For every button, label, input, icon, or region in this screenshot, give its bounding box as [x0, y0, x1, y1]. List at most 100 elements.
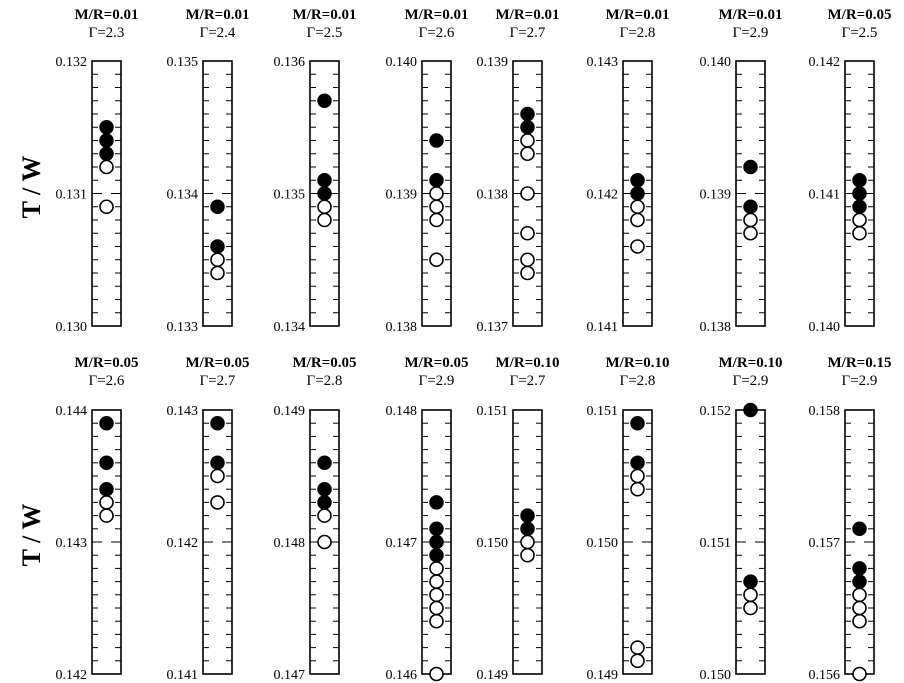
point-filled	[429, 173, 444, 188]
panel-frame	[309, 409, 340, 675]
point-open	[852, 666, 867, 682]
tick-label: 0.136	[274, 55, 306, 70]
point-filled	[429, 521, 444, 537]
point-open	[630, 212, 645, 228]
panel-frame	[622, 409, 653, 675]
panel-frame	[202, 60, 233, 327]
point-filled	[210, 239, 225, 254]
point-filled	[520, 120, 535, 135]
panel-title: M/R=0.01	[186, 7, 250, 23]
point-filled	[99, 146, 114, 161]
tick-label: 0.139	[477, 55, 509, 70]
tick-label: 0.130	[56, 320, 88, 335]
panel-subtitle: Γ=2.7	[510, 25, 546, 41]
point-filled	[630, 173, 645, 188]
panel-10: M/R=0.05 Γ=2.70.143 0.142 0.141	[167, 355, 250, 683]
tick-label: 0.141	[809, 188, 841, 203]
panel-subtitle: Γ=2.9	[419, 373, 455, 389]
panel-11: M/R=0.05 Γ=2.80.149 0.148 0.147	[274, 355, 357, 683]
point-open	[429, 561, 444, 576]
y-axis-label-row1: T / W	[17, 156, 46, 219]
panel-subtitle: Γ=2.3	[89, 25, 125, 41]
point-open	[210, 265, 225, 281]
point-filled	[99, 120, 114, 135]
point-open	[210, 468, 225, 484]
point-open	[630, 653, 645, 669]
point-open	[852, 212, 867, 228]
point-open	[520, 186, 535, 201]
point-open	[317, 212, 332, 228]
tick-label: 0.151	[587, 404, 619, 419]
point-open	[99, 495, 114, 510]
point-filled	[852, 561, 867, 576]
point-open	[99, 508, 114, 523]
tick-label: 0.141	[167, 668, 199, 683]
panel-subtitle: Γ=2.9	[733, 25, 769, 41]
point-filled	[99, 133, 114, 148]
point-filled	[852, 173, 867, 188]
point-filled	[852, 186, 867, 201]
tick-label: 0.135	[274, 188, 306, 203]
panel-title: M/R=0.05	[405, 355, 469, 371]
panel-12: M/R=0.05 Γ=2.90.148 0.147 0.146	[386, 355, 469, 683]
point-open	[429, 574, 444, 589]
point-open	[630, 640, 645, 655]
tick-label: 0.134	[167, 188, 199, 203]
tick-label: 0.147	[274, 668, 306, 683]
point-filled	[99, 455, 114, 471]
point-open	[99, 199, 114, 215]
panel-4: M/R=0.01 Γ=2.60.140 0.139 0.138	[386, 7, 469, 335]
panel-subtitle: Γ=2.7	[200, 373, 236, 389]
point-filled	[317, 455, 332, 471]
point-filled	[630, 455, 645, 471]
tick-label: 0.142	[587, 188, 619, 203]
point-open	[520, 534, 535, 550]
point-filled	[317, 93, 332, 108]
point-open	[852, 600, 867, 616]
point-open	[429, 600, 444, 616]
tick-label: 0.142	[167, 536, 199, 551]
panel-subtitle: Γ=2.4	[200, 25, 236, 41]
panel-title: M/R=0.10	[606, 355, 670, 371]
panel-2: M/R=0.01 Γ=2.40.135 0.134 0.133	[167, 7, 250, 335]
point-open	[520, 547, 535, 563]
point-open	[429, 252, 444, 268]
tick-label: 0.151	[700, 536, 732, 551]
point-open	[852, 613, 867, 629]
panel-frame	[91, 409, 122, 675]
point-filled	[743, 402, 758, 418]
point-filled	[429, 133, 444, 148]
point-filled	[210, 455, 225, 471]
point-filled	[630, 186, 645, 201]
tick-label: 0.139	[386, 188, 418, 203]
panel-subtitle: Γ=2.5	[307, 25, 343, 41]
point-filled	[317, 173, 332, 188]
panel-frame	[202, 409, 233, 675]
point-filled	[210, 199, 225, 214]
tick-label: 0.149	[274, 404, 306, 419]
point-open	[429, 186, 444, 201]
point-filled	[429, 534, 444, 550]
tick-label: 0.135	[167, 55, 199, 70]
point-filled	[317, 495, 332, 510]
point-open	[630, 239, 645, 254]
panel-subtitle: Γ=2.9	[842, 373, 878, 389]
panel-frame	[512, 60, 543, 327]
point-open	[630, 468, 645, 484]
tick-label: 0.131	[56, 188, 88, 203]
panel-frame	[421, 60, 452, 327]
point-open	[210, 495, 225, 510]
point-filled	[99, 415, 114, 431]
tick-label: 0.152	[700, 404, 732, 419]
panel-subtitle: Γ=2.8	[620, 25, 656, 41]
point-open	[520, 265, 535, 281]
tick-label: 0.132	[56, 55, 88, 70]
panel-7: M/R=0.01 Γ=2.90.140 0.139 0.138	[700, 7, 783, 335]
point-filled	[743, 159, 758, 175]
panel-title: M/R=0.15	[828, 355, 892, 371]
panel-subtitle: Γ=2.5	[842, 25, 878, 41]
panel-frame	[512, 409, 543, 675]
panel-13: M/R=0.10 Γ=2.70.151 0.150 0.149	[477, 355, 560, 683]
tick-label: 0.146	[386, 668, 418, 683]
